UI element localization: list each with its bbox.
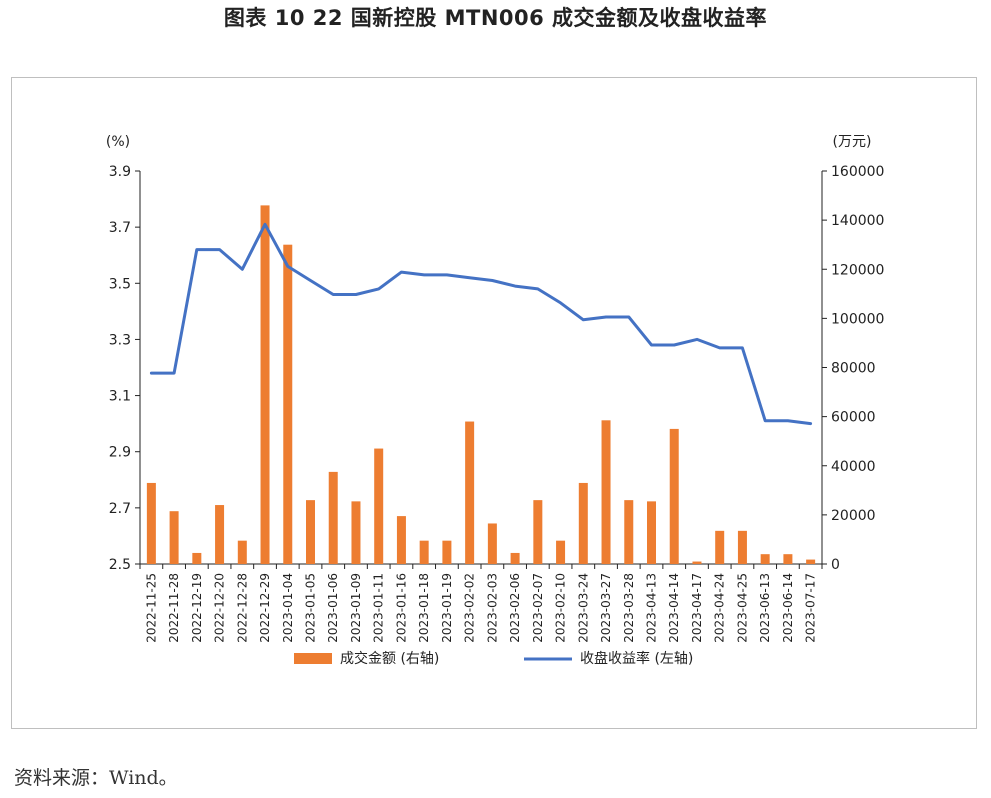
bar-trade-amount <box>192 552 202 564</box>
x-axis-tick-label: 2023-01-18 <box>417 573 431 643</box>
x-axis-tick-label: 2023-04-13 <box>645 573 659 643</box>
bar-trade-amount <box>419 540 429 564</box>
bar-trade-amount <box>760 554 770 564</box>
right-axis-tick-label: 0 <box>831 557 840 573</box>
x-axis-tick-label: 2023-01-05 <box>304 573 318 643</box>
x-axis-tick-label: 2023-06-14 <box>781 573 795 643</box>
bar-trade-amount <box>374 448 384 564</box>
bar-trade-amount <box>715 530 725 564</box>
x-axis-tick-label: 2022-12-29 <box>258 573 272 643</box>
x-axis-tick-label: 2023-04-17 <box>690 573 704 643</box>
x-axis-tick-label: 2023-01-09 <box>349 573 363 643</box>
x-axis-tick-label: 2023-06-13 <box>758 573 772 643</box>
x-axis-tick-label: 2023-02-03 <box>485 573 499 643</box>
chart-frame: 2.5 2.7 2.9 3.1 3.3 3.5 3.7 3.9 0 20000 40000 60000… <box>11 77 977 729</box>
x-axis-tick-label: 2023-04-14 <box>667 573 681 643</box>
x-axis-tick-label: 2022-12-28 <box>235 573 249 643</box>
x-axis-tick-label: 2023-07-17 <box>804 573 818 643</box>
bar-trade-amount <box>465 421 475 564</box>
bar-trade-amount <box>533 500 543 564</box>
right-axis-tick-label: 100000 <box>831 311 884 327</box>
bar-trade-amount <box>556 540 566 564</box>
x-axis-tick-label: 2023-02-10 <box>554 573 568 643</box>
right-axis-unit: (万元) <box>833 134 872 150</box>
bar-trade-amount <box>692 561 702 564</box>
bar-trade-amount <box>737 530 747 564</box>
bar-trade-amount <box>260 205 270 564</box>
right-axis-tick-label: 60000 <box>831 410 876 426</box>
source-note: 资料来源：Wind。 <box>14 767 178 789</box>
x-axis-tick-label: 2023-04-24 <box>713 573 727 643</box>
left-axis-tick-label: 2.5 <box>109 557 131 573</box>
x-axis-tick-label: 2023-02-06 <box>508 573 522 643</box>
right-axis-tick-label: 140000 <box>831 213 884 229</box>
legend-label-line: 收盘收益率 (左轴) <box>580 650 693 667</box>
bar-trade-amount <box>601 420 611 564</box>
line-closing-yield <box>149 222 813 426</box>
x-axis-tick-label: 2023-03-27 <box>599 573 613 643</box>
bar-trade-amount <box>669 428 679 564</box>
x-axis-tick-label: 2023-04-25 <box>735 573 749 643</box>
bar-trade-amount <box>215 505 225 564</box>
bar-trade-amount <box>146 482 156 564</box>
right-axis-tick-label: 120000 <box>831 262 884 278</box>
bar-trade-amount <box>328 471 338 564</box>
left-axis-unit: (%) <box>106 134 130 150</box>
x-axis-tick-label: 2022-12-20 <box>213 573 227 643</box>
bar-trade-amount <box>578 482 588 564</box>
left-axis-tick-label: 3.7 <box>109 220 131 236</box>
bar-trade-amount <box>783 554 793 564</box>
x-axis-tick-label: 2022-11-25 <box>144 573 158 643</box>
right-axis-tick-label: 40000 <box>831 459 876 475</box>
legend-swatch-bar <box>294 653 332 664</box>
x-axis-tick-label: 2022-11-28 <box>167 573 181 643</box>
x-axis-tick-label: 2023-01-11 <box>372 573 386 643</box>
bar-trade-amount <box>624 500 634 564</box>
chart-svg: 2.5 2.7 2.9 3.1 3.3 3.5 3.7 3.9 0 20000 40000 60000… <box>106 134 885 667</box>
left-axis-tick-label: 3.3 <box>109 332 131 348</box>
right-axis-tick-label: 20000 <box>831 508 876 524</box>
bar-trade-amount <box>396 516 406 564</box>
x-axis-tick-label: 2023-02-02 <box>463 573 477 643</box>
x-axis-tick-label: 2023-01-19 <box>440 573 454 643</box>
left-axis-tick-label: 3.5 <box>109 276 131 292</box>
chart-title: 图表 10 22 国新控股 MTN006 成交金额及收盘收益率 <box>223 6 768 30</box>
x-axis-tick-label: 2022-12-19 <box>190 573 204 643</box>
left-axis-tick-label: 3.1 <box>109 389 131 405</box>
bar-trade-amount <box>283 244 293 564</box>
left-axis-tick-label: 2.9 <box>109 445 131 461</box>
x-axis-tick-label: 2023-03-24 <box>576 573 590 643</box>
x-axis-tick-label: 2023-01-04 <box>281 573 295 643</box>
left-axis-tick-label: 2.7 <box>109 501 131 517</box>
bar-trade-amount <box>442 540 452 564</box>
bar-trade-amount <box>806 559 816 564</box>
bar-trade-amount <box>306 500 315 564</box>
bar-trade-amount <box>510 552 520 564</box>
bar-trade-amount <box>487 523 497 564</box>
right-axis-tick-label: 160000 <box>831 164 884 180</box>
left-axis-tick-label: 3.9 <box>109 164 131 180</box>
legend-label-bar: 成交金额 (右轴) <box>340 650 439 667</box>
bar-trade-amount <box>169 511 179 564</box>
x-axis-tick-label: 2023-03-28 <box>622 573 636 643</box>
bar-trade-amount <box>237 540 247 564</box>
right-axis-tick-label: 80000 <box>831 361 876 377</box>
x-axis-tick-label: 2023-02-07 <box>531 573 545 643</box>
bar-trade-amount <box>351 501 361 564</box>
bar-trade-amount <box>647 501 656 564</box>
x-axis-tick-label: 2023-01-06 <box>326 573 340 643</box>
x-axis-tick-label: 2023-01-16 <box>394 573 408 643</box>
